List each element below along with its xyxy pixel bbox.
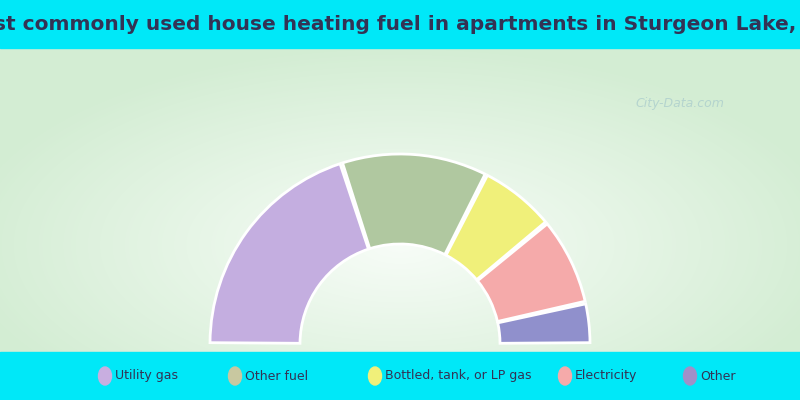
Text: Most commonly used house heating fuel in apartments in Sturgeon Lake, MN: Most commonly used house heating fuel in…	[0, 14, 800, 34]
Text: City-Data.com: City-Data.com	[635, 96, 725, 110]
Wedge shape	[210, 164, 369, 343]
Ellipse shape	[229, 367, 242, 385]
Wedge shape	[342, 154, 485, 254]
Text: Utility gas: Utility gas	[115, 370, 178, 382]
Bar	[0, 0, 800, 48]
Text: Bottled, tank, or LP gas: Bottled, tank, or LP gas	[385, 370, 531, 382]
Ellipse shape	[98, 367, 111, 385]
Ellipse shape	[683, 367, 697, 385]
Text: Electricity: Electricity	[575, 370, 638, 382]
Wedge shape	[446, 175, 546, 280]
Wedge shape	[478, 224, 585, 322]
Text: Other: Other	[700, 370, 735, 382]
Ellipse shape	[369, 367, 382, 385]
Wedge shape	[498, 304, 590, 343]
Ellipse shape	[558, 367, 571, 385]
Bar	[0, 352, 800, 400]
Text: Other fuel: Other fuel	[245, 370, 308, 382]
